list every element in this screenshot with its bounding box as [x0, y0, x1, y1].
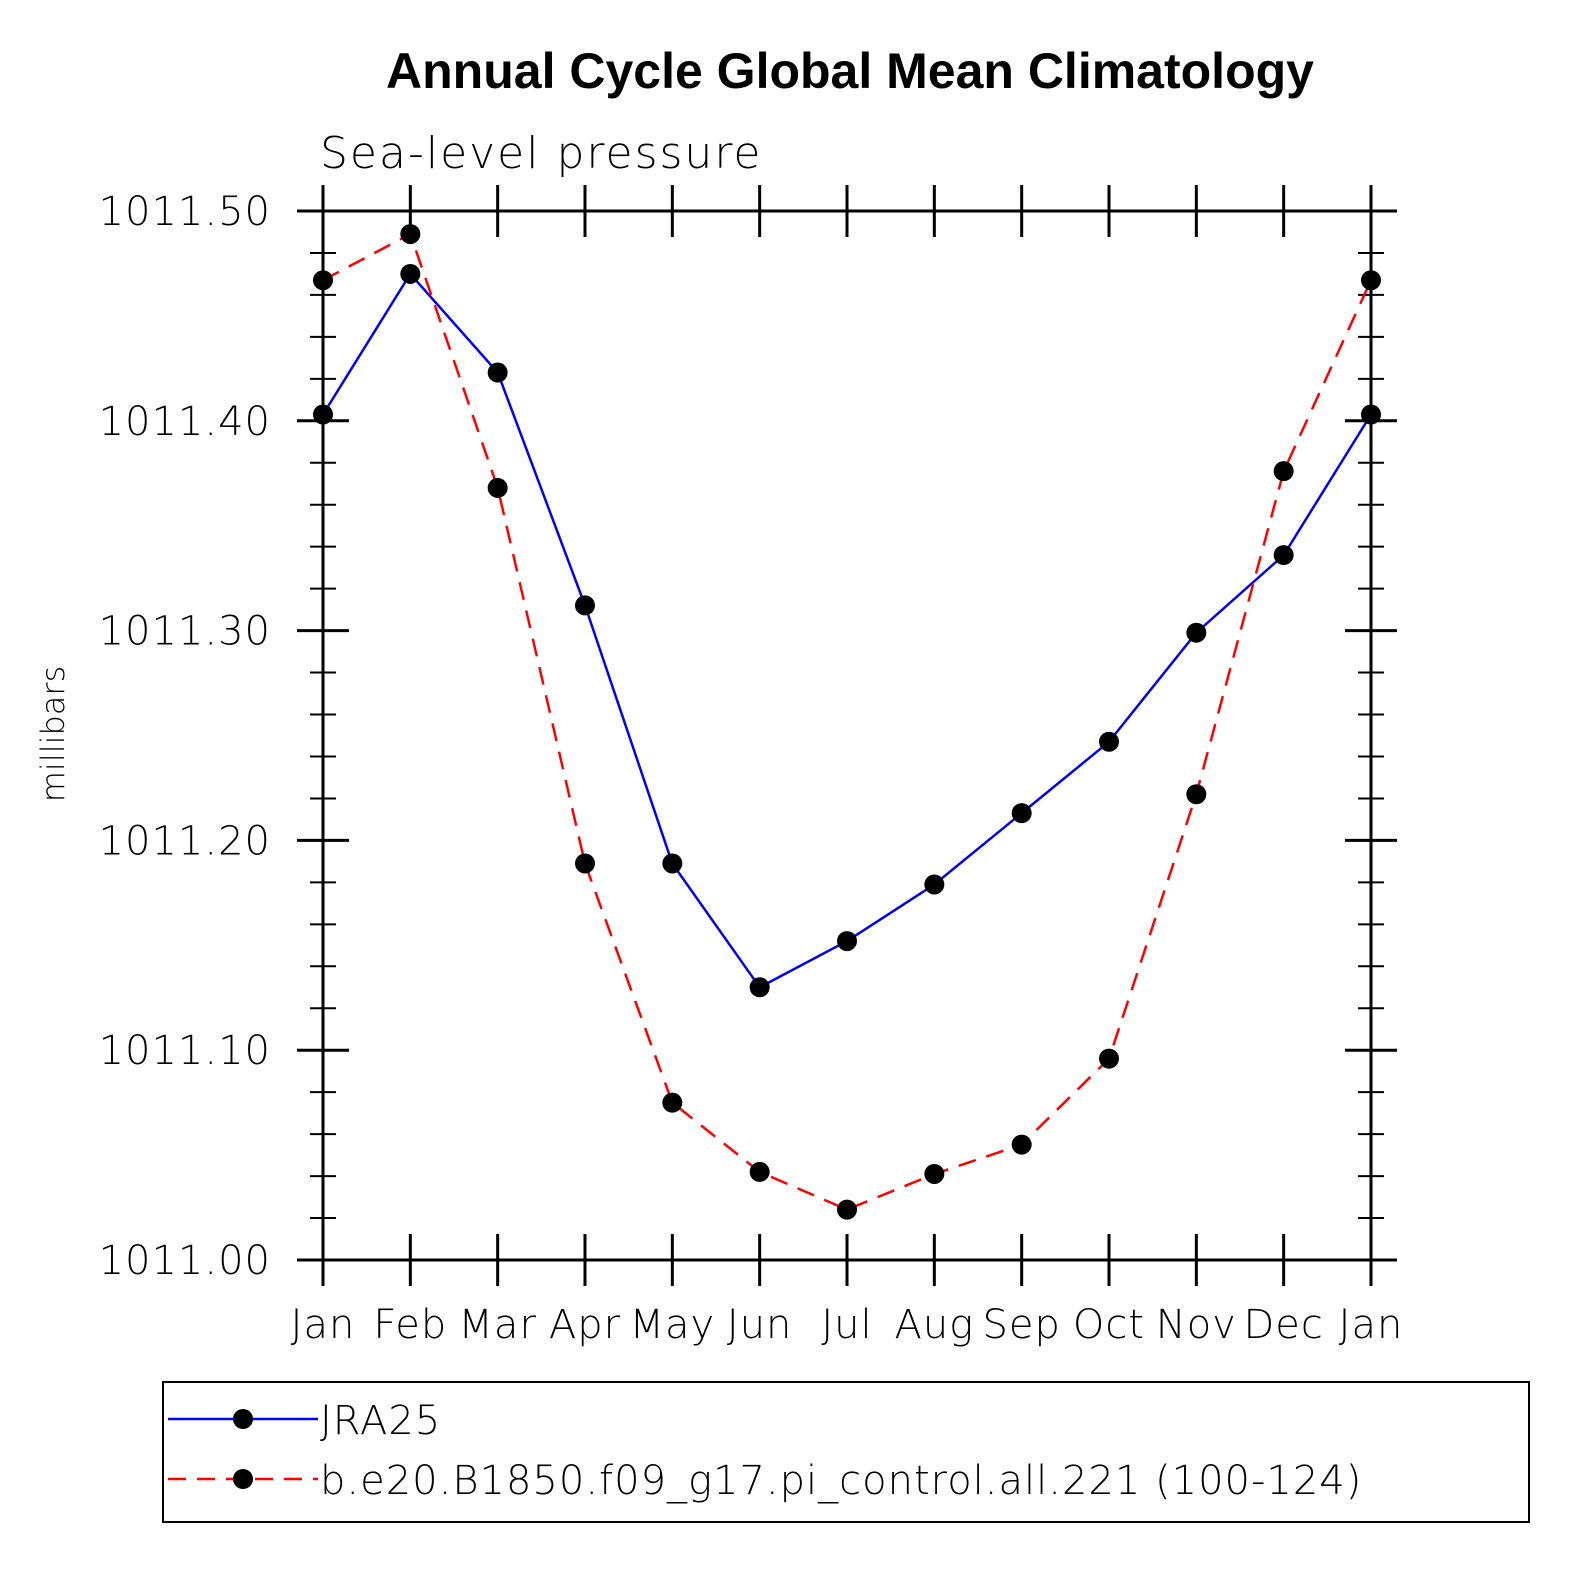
data-point — [662, 853, 683, 874]
legend-label: JRA25 — [320, 1398, 441, 1444]
data-point — [400, 263, 421, 284]
x-tick-label: Aug — [894, 1302, 974, 1348]
data-point — [749, 977, 770, 998]
data-point — [1186, 784, 1207, 805]
x-tick-label: Nov — [1156, 1302, 1237, 1348]
x-tick-label: Jul — [821, 1302, 872, 1348]
legend: JRA25 b.e20.B1850.f09_g17.pi_control.all.… — [162, 1381, 1530, 1523]
data-point — [313, 270, 333, 291]
x-tick-label: Oct — [1073, 1302, 1145, 1348]
data-point — [924, 874, 945, 895]
data-point — [487, 477, 508, 498]
x-tick-label: Sep — [982, 1302, 1060, 1348]
x-tick-label: Apr — [549, 1302, 621, 1348]
data-point — [400, 224, 421, 245]
x-axis-ticks: Jan Feb Mar Apr May Jun Jul Aug Sep Oct Nov Dec Jan — [291, 185, 1404, 1348]
y-tick-label: 1011.20 — [99, 818, 271, 864]
series-2 — [313, 224, 1381, 1220]
chart-subtitle: Sea-level pressure — [320, 128, 763, 179]
data-point — [575, 595, 595, 616]
series-line — [322, 232, 1373, 1211]
legend-box — [162, 1381, 1530, 1523]
y-tick-label: 1011.40 — [99, 399, 271, 445]
legend-label: b.e20.B1850.f09_g17.pi_control.all.221 (… — [320, 1458, 1362, 1504]
y-tick-label: 1011.10 — [99, 1028, 271, 1074]
data-point — [1361, 404, 1381, 425]
data-point — [1361, 270, 1381, 291]
plot-frame — [321, 209, 1373, 1262]
data-point — [1099, 731, 1119, 752]
axes — [321, 209, 1373, 1262]
series-1 — [313, 263, 1381, 998]
data-point — [749, 1161, 770, 1182]
x-tick-label: Jan — [1339, 1302, 1404, 1348]
x-tick-label: Feb — [373, 1302, 447, 1348]
legend-marker — [233, 1409, 253, 1429]
data-point — [1099, 1048, 1119, 1069]
legend-marker — [233, 1469, 253, 1489]
x-tick-label: Jun — [727, 1302, 793, 1348]
x-tick-label: Jan — [291, 1302, 356, 1348]
x-tick-label: Dec — [1243, 1302, 1323, 1348]
legend-items: JRA25 b.e20.B1850.f09_g17.pi_control.all.… — [168, 1398, 1362, 1504]
data-point — [487, 362, 508, 383]
data-point — [837, 1199, 857, 1220]
legend-item-2: b.e20.B1850.f09_g17.pi_control.all.221 (… — [168, 1458, 1362, 1504]
data-point — [837, 931, 857, 952]
y-axis-ticks: 1011.00 1011.10 1011.20 1011.30 1011.40 1011.… — [99, 189, 1397, 1284]
data-point — [1186, 622, 1207, 643]
data-point — [1273, 545, 1294, 566]
data-point — [1011, 1134, 1032, 1155]
x-tick-label: Mar — [458, 1302, 536, 1348]
data-point — [313, 404, 333, 425]
data-point — [662, 1092, 683, 1113]
y-axis-label: millibars — [34, 666, 72, 802]
chart-title: Annual Cycle Global Mean Climatology — [386, 43, 1314, 99]
x-tick-label: May — [629, 1302, 715, 1348]
series-line — [321, 271, 1373, 989]
data-point — [1011, 803, 1032, 824]
y-tick-label: 1011.50 — [99, 189, 271, 235]
y-tick-label: 1011.00 — [99, 1238, 271, 1284]
data-series — [313, 224, 1381, 1220]
legend-item-1: JRA25 — [168, 1398, 441, 1444]
data-point — [575, 853, 595, 874]
y-tick-label: 1011.30 — [99, 609, 271, 655]
data-point — [1273, 461, 1294, 482]
data-point — [924, 1163, 945, 1184]
